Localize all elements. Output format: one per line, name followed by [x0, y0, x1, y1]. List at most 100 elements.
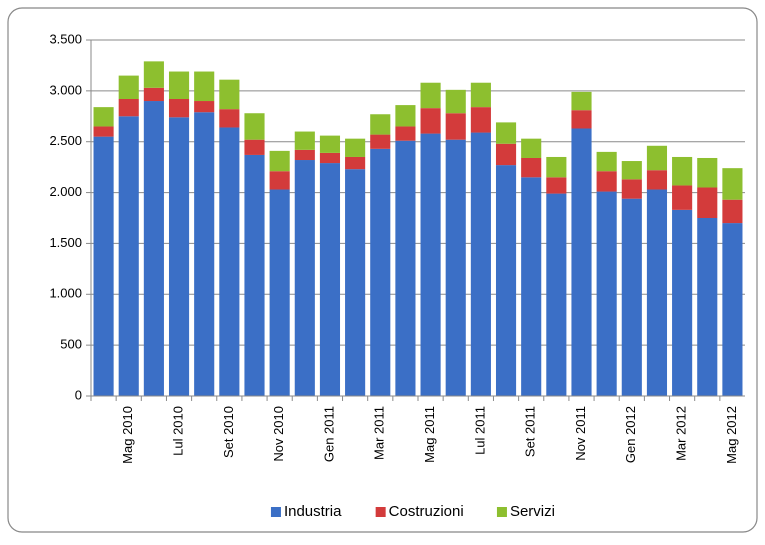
bar-segment — [495, 122, 517, 144]
x-tick-label: Mag 2012 — [724, 406, 739, 464]
legend-label: Industria — [284, 503, 342, 520]
bar-segment — [445, 113, 466, 140]
x-tick-label: Mar 2011 — [372, 406, 387, 460]
bar-segment — [370, 148, 391, 396]
bar-segment — [646, 170, 668, 190]
bar-segment — [722, 199, 743, 224]
x-tick-label: Gen 2011 — [321, 406, 336, 462]
bar-segment — [621, 161, 642, 180]
bar-segment — [194, 71, 215, 102]
bar-segment — [370, 134, 391, 149]
bar-segment — [118, 75, 139, 99]
bar-segment — [143, 101, 164, 397]
bar-segment — [521, 157, 542, 178]
bar-segment — [495, 165, 517, 396]
x-tick-label: Lul 2010 — [170, 406, 185, 456]
bar-segment — [219, 79, 240, 110]
bar-segment — [319, 152, 341, 164]
y-tick-label: 500 — [60, 337, 82, 352]
x-tick-label: Nov 2011 — [573, 406, 588, 461]
bar-segment — [470, 82, 491, 108]
bar-segment — [672, 185, 693, 210]
bar-segment — [546, 156, 567, 178]
bar-segment — [672, 156, 693, 186]
bar-segment — [596, 171, 617, 192]
legend-label: Servizi — [510, 503, 555, 520]
bar-segment — [294, 131, 315, 150]
bar-segment — [168, 117, 190, 396]
bar-segment — [571, 128, 592, 396]
bar-segment — [168, 71, 190, 99]
x-tick-label: Lul 2011 — [472, 406, 487, 455]
bar-segment — [269, 171, 290, 190]
x-tick-label: Set 2011 — [523, 406, 538, 457]
bar-segment — [93, 136, 114, 396]
bar-segment — [93, 107, 114, 127]
y-tick-label: 2.500 — [49, 133, 82, 148]
bar-segment — [194, 101, 215, 113]
bar-segment — [697, 157, 718, 188]
y-tick-label: 1.500 — [49, 235, 82, 250]
bar-segment — [118, 116, 139, 397]
bar-segment — [219, 127, 240, 396]
bar-segment — [646, 145, 668, 171]
bar-segment — [470, 107, 491, 133]
bar-segment — [294, 149, 315, 161]
bar-segment — [370, 114, 391, 135]
x-tick-label: Nov 2010 — [271, 406, 286, 462]
bar-segment — [621, 198, 642, 396]
bar-segment — [244, 139, 265, 155]
legend-swatch — [496, 507, 507, 517]
x-tick-label: Mag 2011 — [422, 406, 437, 463]
bar-segment — [93, 126, 114, 137]
legend-label: Costruzioni — [389, 503, 464, 520]
bar-segment — [672, 209, 693, 396]
bar-segment — [194, 112, 215, 397]
y-tick-label: 3.500 — [49, 31, 82, 46]
bar-segment — [596, 191, 617, 396]
bar-segment — [722, 168, 743, 200]
bar-segment — [294, 160, 315, 396]
bar-segment — [319, 163, 341, 396]
bar-segment — [143, 61, 164, 88]
bar-segment — [546, 193, 567, 396]
bar-segment — [571, 91, 592, 111]
bar-segment — [445, 89, 466, 114]
bar-segment — [420, 82, 441, 109]
y-tick-label: 2.000 — [49, 184, 82, 199]
bar-segment — [395, 105, 416, 127]
bar-segment — [470, 132, 491, 396]
bar-segment — [521, 177, 542, 396]
y-tick-label: 3.000 — [49, 82, 82, 97]
bar-segment — [345, 169, 366, 396]
x-tick-label: Mag 2010 — [120, 406, 135, 464]
bar-segment — [244, 154, 265, 396]
bar-segment — [546, 177, 567, 194]
bar-segment — [118, 98, 139, 117]
bar-segment — [345, 138, 366, 157]
bar-segment — [420, 108, 441, 134]
bar-segment — [420, 133, 441, 396]
bar-segment — [395, 126, 416, 141]
bar-segment — [445, 139, 466, 396]
legend-swatch — [270, 507, 281, 517]
bar-segment — [521, 138, 542, 158]
x-tick-label: Set 2010 — [221, 406, 236, 458]
bar-segment — [495, 143, 517, 166]
bar-segment — [697, 218, 718, 396]
bar-segment — [269, 150, 290, 172]
bar-segment — [319, 135, 341, 153]
bar-segment — [168, 98, 190, 118]
bar-segment — [143, 87, 164, 102]
bar-segment — [269, 189, 290, 396]
bar-segment — [345, 156, 366, 170]
bar-segment — [596, 151, 617, 172]
y-tick-label: 1.000 — [49, 286, 82, 301]
bar-segment — [219, 109, 240, 128]
y-tick-label: 0 — [75, 387, 82, 402]
x-tick-label: Mar 2012 — [674, 406, 689, 461]
legend-swatch — [375, 507, 386, 517]
bar-segment — [571, 110, 592, 129]
bar-segment — [395, 140, 416, 396]
